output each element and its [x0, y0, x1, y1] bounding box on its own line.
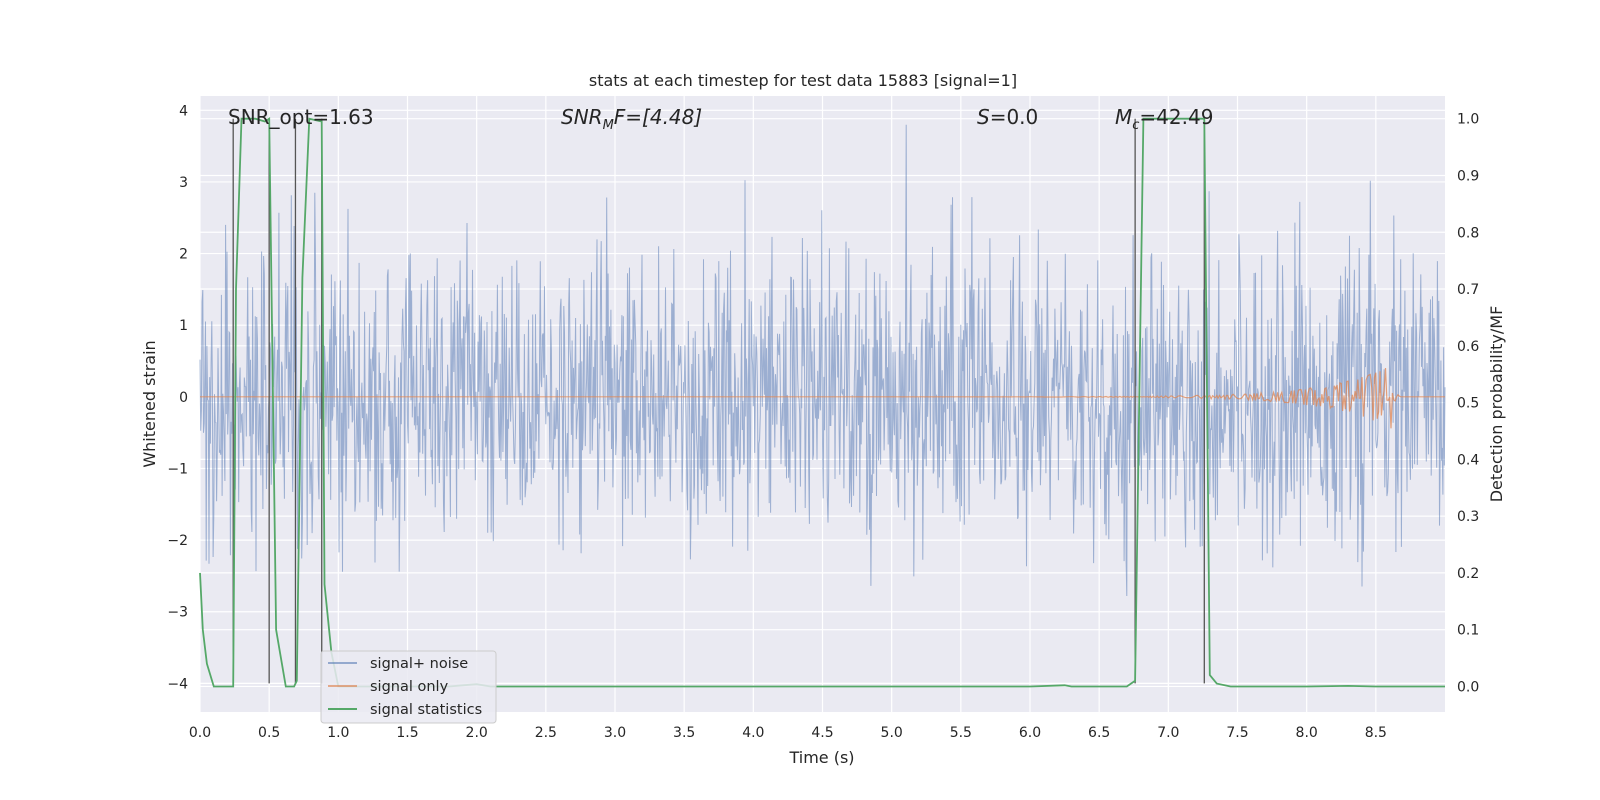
chart-title: stats at each timestep for test data 158… — [589, 71, 1017, 90]
x-tick-label: 1.0 — [327, 725, 349, 741]
y-tick-label-left: 2 — [179, 247, 188, 263]
x-tick-label: 4.0 — [742, 725, 764, 741]
vlines — [232, 118, 1205, 684]
x-tick-label: 1.5 — [396, 725, 418, 741]
y-tick-label-left: 0 — [179, 390, 188, 406]
y-axis-label-left: Whitened strain — [140, 340, 159, 467]
x-tick-label: 7.5 — [1226, 725, 1248, 741]
x-tick-label: 2.0 — [466, 725, 488, 741]
y-tick-label-right: 0.1 — [1457, 623, 1479, 639]
y-tick-label-right: 0.7 — [1457, 282, 1479, 298]
y-tick-label-left: −2 — [167, 533, 188, 549]
y-tick-label-right: 0.2 — [1457, 566, 1479, 582]
y-tick-label-left: −3 — [167, 605, 188, 621]
y-tick-label-left: −1 — [167, 461, 188, 477]
legend-box — [320, 650, 497, 724]
y-tick-label-right: 0.6 — [1457, 339, 1479, 355]
x-tick-label: 2.5 — [535, 725, 557, 741]
x-tick-label: 8.5 — [1365, 725, 1387, 741]
x-tick-label: 6.0 — [1019, 725, 1041, 741]
x-tick-label: 5.0 — [881, 725, 903, 741]
x-tick-label: 4.5 — [811, 725, 833, 741]
x-tick-label: 7.0 — [1157, 725, 1179, 741]
y-tick-label-left: 1 — [179, 318, 188, 334]
y-tick-label-right: 0.9 — [1457, 168, 1479, 184]
y-tick-label-right: 0.4 — [1457, 452, 1479, 468]
x-axis-label: Time (s) — [788, 748, 854, 767]
y-tick-label-left: −4 — [167, 676, 188, 692]
y-tick-label-right: 0.5 — [1457, 396, 1479, 412]
y-tick-label-left: 4 — [179, 103, 188, 119]
x-tick-label: 8.0 — [1296, 725, 1318, 741]
signal-series — [200, 367, 1445, 429]
annotation-s: S=0.0 — [977, 105, 1038, 129]
y-tick-label-right: 1.0 — [1457, 112, 1479, 128]
y-tick-labels-right: 1.0 0.9 0.8 0.7 0.6 0.5 0.4 0.3 0.2 0.1 0.0 — [1457, 112, 1479, 696]
signal-line — [200, 367, 1445, 429]
y-tick-labels-left: 4 3 2 1 0 −1 −2 −3 −4 — [167, 103, 188, 692]
y-axis-label-right: Detection probability/MF — [1487, 306, 1506, 503]
x-tick-label: 3.5 — [673, 725, 695, 741]
x-tick-label: 3.0 — [604, 725, 626, 741]
x-tick-labels: 0.0 0.5 1.0 1.5 2.0 2.5 3.0 3.5 4.0 4.5 5.0 5.5 6.0 6… — [189, 725, 1387, 741]
legend-label-noise: signal+ noise — [370, 656, 468, 672]
x-tick-label: 0.5 — [258, 725, 280, 741]
y-tick-label-right: 0.8 — [1457, 225, 1479, 241]
y-tick-label-left: 3 — [179, 175, 188, 191]
annotation-mc: Mc=42.49 — [1115, 105, 1213, 133]
legend-label-signal: signal only — [370, 679, 449, 695]
legend: signal+ noise signal only signal statist… — [320, 650, 497, 724]
x-tick-label: 6.5 — [1088, 725, 1110, 741]
x-tick-label: 0.0 — [189, 725, 211, 741]
annotation-snr-mf: SNRMF=[4.48] — [561, 105, 702, 133]
noise-line — [199, 124, 1446, 597]
x-tick-label: 5.5 — [950, 725, 972, 741]
annotation-snr-opt: SNR_opt=1.63 — [228, 105, 374, 129]
noise-series — [199, 124, 1446, 597]
y-tick-label-right: 0.3 — [1457, 509, 1479, 525]
legend-label-stats: signal statistics — [370, 702, 482, 718]
y-tick-label-right: 0.0 — [1457, 679, 1479, 695]
